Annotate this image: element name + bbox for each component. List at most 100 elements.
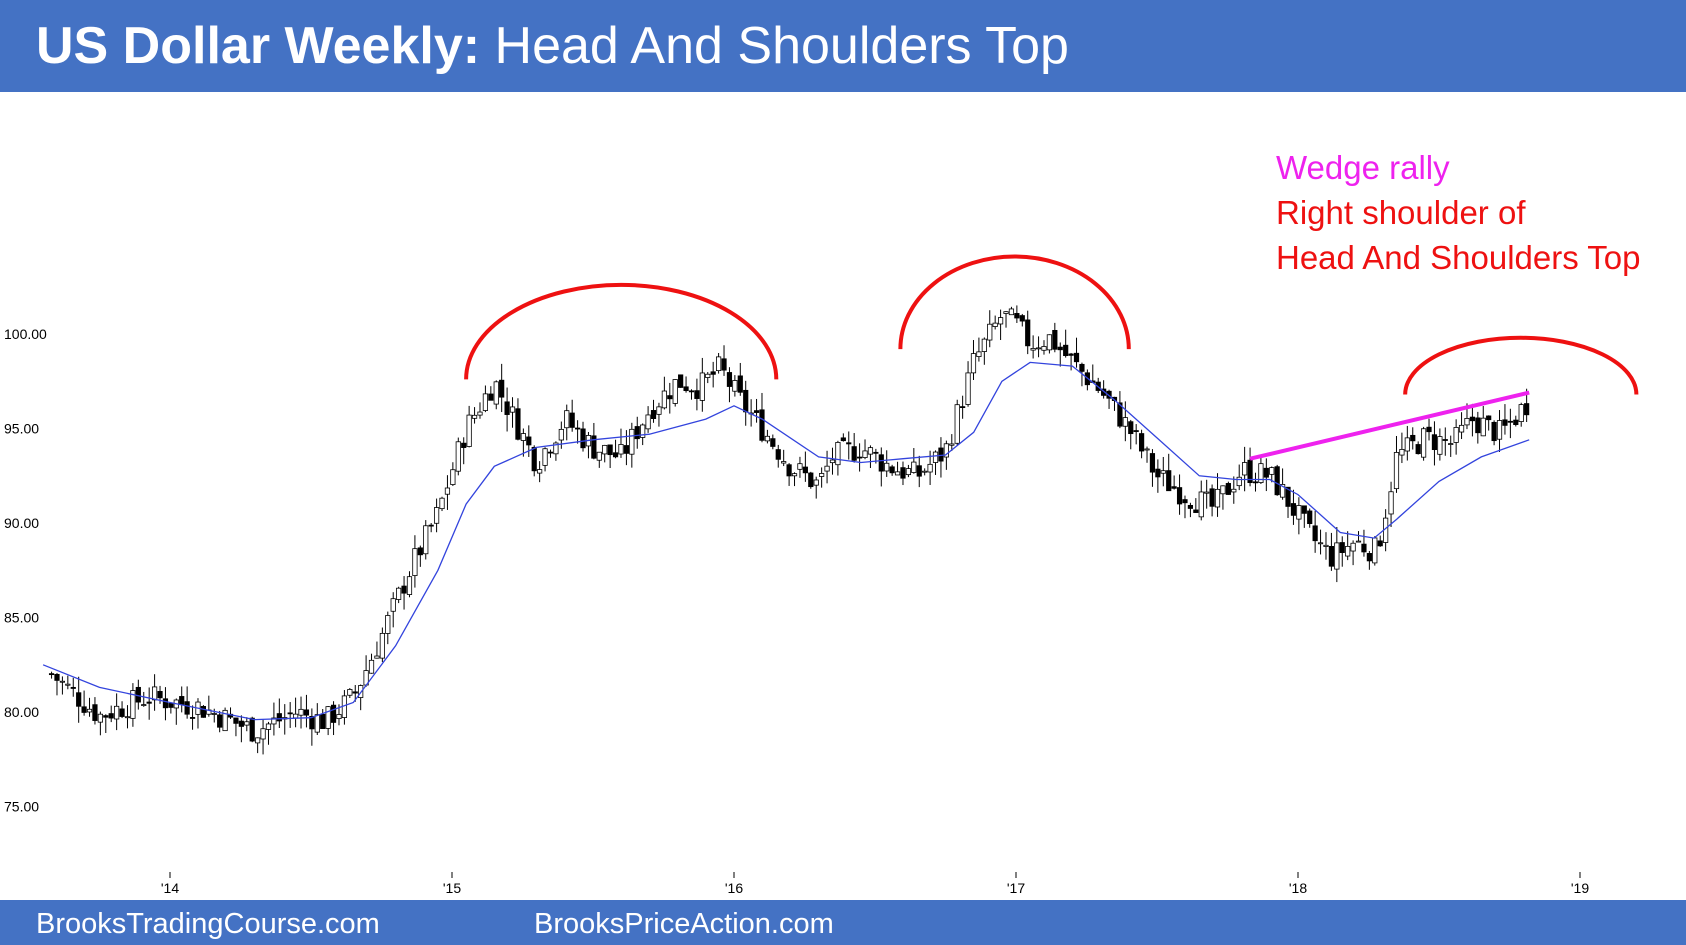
candle-body [1502,419,1508,426]
candle-body [683,386,689,392]
candle [781,449,787,467]
candle-body [271,717,277,725]
candle-body [184,701,190,715]
candle-body [965,372,971,405]
candle [922,468,928,476]
wedge-line [1249,390,1530,461]
candle-body [1052,329,1058,350]
candle-body [168,703,174,708]
y-tick-label: 85.00 [4,610,39,626]
candle [1236,464,1242,491]
candle-body [835,442,841,466]
candle [1469,403,1476,437]
candle-body [656,406,662,415]
candle [1117,391,1123,429]
candle-body [808,472,814,488]
candle-body [1317,542,1324,545]
candle-body [927,463,933,473]
candle [461,437,467,465]
candle-body [1437,436,1443,455]
candle-body [1198,491,1204,518]
candle [455,437,461,476]
candle-body [1046,334,1053,351]
candle-body [352,691,358,694]
candle-body [1486,415,1492,421]
candle-body [233,717,239,724]
candle [124,705,131,729]
candle-body [119,708,125,717]
candle-body [1122,417,1128,427]
candle-body [612,452,619,458]
candle-body [336,714,342,719]
candle-body [1008,308,1015,316]
candle-body [710,371,716,375]
candle-body [1155,468,1161,478]
candle-body [640,424,646,438]
candle [618,428,624,458]
candle-body [607,444,613,456]
candle-body [596,451,602,461]
candle-body [276,713,282,722]
candle-body [396,587,402,600]
x-tick-label: '17 [1007,880,1025,896]
candle-body [114,705,120,720]
candle [1025,310,1031,355]
candle-body [1214,488,1221,508]
candle-body [884,462,890,472]
candle-body [602,444,608,455]
candle-body [1128,421,1134,435]
candle-body [347,689,353,696]
candle [1008,306,1015,316]
candle [1334,526,1340,583]
footer-site-right: BrooksPriceAction.com [534,908,834,940]
candle-body [943,443,949,458]
candle-body [260,728,266,740]
candle [103,714,109,733]
candle-body [124,716,131,719]
candle [710,361,716,388]
y-tick-label: 80.00 [4,704,39,720]
candle-body [1301,505,1307,514]
y-tick-label: 100.00 [4,326,47,342]
candle [1247,447,1253,487]
candle-body [743,389,749,413]
candle [997,309,1004,341]
candle [309,708,315,746]
candle [1448,435,1454,457]
candle-body [244,721,250,726]
candle-body [76,692,82,707]
candle-body [1063,344,1069,357]
candle-body [531,446,537,472]
candle [1475,411,1481,444]
candle-body [146,701,152,704]
candle-body [862,450,868,458]
candle-body [130,690,136,719]
candle-body [1388,491,1394,515]
candle-body [330,704,337,723]
candle-body [1193,509,1199,513]
candle [238,715,244,743]
candle-body [1187,504,1194,509]
price-chart: 100.00 95.00 90.00 85.00 80.00 75.00 '14 '15 '16… [4,254,1639,896]
candle [244,717,250,732]
candle [1437,428,1443,461]
candle [813,476,819,499]
candle [623,430,630,466]
candle [1350,540,1356,566]
candle-body [1361,543,1367,553]
candle-body [1242,462,1248,476]
candle-body [309,715,315,730]
left-shoulder-arc [464,282,779,380]
candle [1198,480,1204,521]
candle-body [797,463,803,470]
candle [1030,335,1036,359]
candle [808,471,814,489]
candle [1513,415,1519,427]
right-shoulder-arc [1403,335,1639,395]
candle-body [889,466,895,474]
candle [1420,426,1427,461]
candle-body [222,709,228,732]
candle [900,461,906,486]
candle [786,463,792,486]
candle-body [770,438,776,447]
